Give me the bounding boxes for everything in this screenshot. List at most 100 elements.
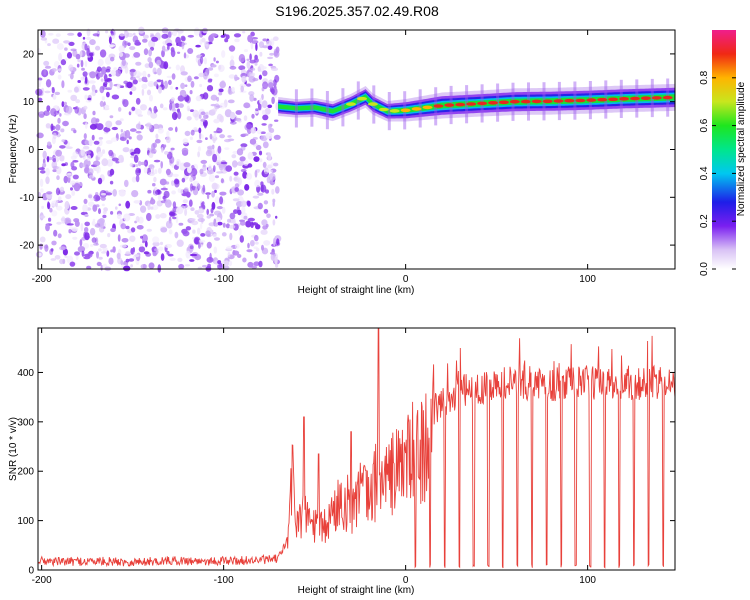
noise-blob	[101, 158, 109, 167]
noise-blob	[152, 142, 157, 148]
noise-blob	[243, 215, 248, 220]
noise-blob	[161, 45, 166, 52]
noise-blob	[146, 89, 152, 96]
noise-blob	[64, 58, 68, 61]
noise-blob	[254, 62, 258, 66]
noise-blob	[232, 150, 239, 155]
noise-blob	[111, 137, 118, 143]
noise-blob	[45, 123, 51, 129]
noise-blob	[229, 212, 236, 220]
noise-blob	[201, 37, 206, 43]
noise-blob	[258, 150, 263, 156]
noise-blob	[253, 156, 260, 163]
noise-blob	[199, 132, 202, 140]
noise-blob	[125, 258, 130, 263]
noise-blob	[168, 127, 174, 131]
noise-blob	[175, 158, 181, 167]
noise-blob	[246, 83, 252, 87]
noise-blob	[189, 109, 195, 112]
noise-blob	[252, 78, 259, 82]
noise-blob	[237, 254, 242, 258]
noise-blob	[172, 201, 177, 209]
noise-blob	[159, 241, 164, 246]
noise-blob	[206, 208, 209, 215]
noise-blob	[70, 94, 78, 102]
noise-blob	[214, 189, 217, 193]
noise-blob	[198, 114, 202, 119]
noise-blob	[199, 83, 203, 88]
noise-blob	[219, 115, 224, 123]
noise-blob	[234, 243, 240, 249]
noise-blob	[215, 60, 219, 64]
noise-blob	[97, 177, 103, 185]
noise-blob	[98, 72, 104, 78]
noise-blob	[52, 158, 57, 163]
noise-blob	[56, 205, 63, 211]
noise-blob	[208, 78, 213, 82]
noise-blob	[172, 29, 177, 37]
noise-blob	[61, 163, 66, 167]
noise-blob	[115, 206, 118, 210]
ridge-spike	[341, 88, 345, 127]
noise-blob	[144, 240, 148, 248]
noise-blob	[184, 204, 192, 210]
ridge-peak	[346, 102, 356, 106]
noise-blob	[165, 168, 171, 176]
noise-blob	[273, 162, 279, 167]
noise-blob	[148, 49, 153, 57]
noise-blob	[97, 139, 103, 147]
noise-blob	[159, 213, 167, 219]
noise-blob	[63, 40, 71, 44]
noise-blob	[275, 263, 279, 268]
noise-blob	[118, 203, 122, 207]
noise-blob	[261, 219, 268, 226]
x-tick-label: -100	[214, 575, 234, 586]
snr-frame	[38, 328, 675, 570]
noise-blob	[52, 94, 57, 100]
noise-blob	[123, 30, 129, 38]
noise-blob	[140, 205, 147, 213]
noise-blob	[212, 233, 217, 238]
noise-blob	[73, 182, 81, 192]
noise-blob	[152, 236, 160, 244]
noise-blob	[206, 241, 212, 249]
noise-blob	[68, 41, 75, 47]
ridge-peak	[455, 102, 466, 107]
ridge-spike	[356, 81, 360, 120]
noise-blob	[217, 260, 222, 265]
noise-blob	[54, 202, 58, 208]
noise-blob	[183, 187, 189, 192]
noise-blob	[214, 237, 220, 241]
noise-blob	[257, 66, 261, 72]
noise-blob	[275, 102, 279, 111]
noise-blob	[211, 201, 216, 210]
noise-blob	[51, 210, 58, 217]
noise-blob	[133, 52, 141, 58]
noise-blob	[217, 145, 222, 154]
noise-blob	[233, 175, 240, 183]
noise-blob	[146, 228, 152, 232]
noise-blob	[103, 207, 108, 212]
noise-blob	[200, 233, 206, 237]
noise-blob	[118, 107, 122, 112]
noise-blob	[39, 215, 46, 219]
noise-blob	[110, 211, 114, 215]
noise-blob	[122, 99, 129, 108]
noise-blob	[224, 109, 232, 118]
noise-blob	[185, 226, 192, 231]
noise-blob	[43, 60, 50, 66]
noise-blob	[181, 93, 188, 97]
noise-blob	[217, 221, 223, 226]
noise-blob	[267, 104, 273, 109]
noise-blob	[56, 43, 64, 50]
noise-blob	[135, 174, 140, 183]
noise-blob	[92, 33, 100, 37]
noise-blob	[203, 121, 207, 129]
ridge-peak	[509, 99, 520, 104]
noise-blob	[255, 42, 258, 52]
noise-blob	[168, 66, 172, 70]
noise-blob	[187, 166, 192, 174]
noise-blob	[99, 86, 105, 94]
noise-blob	[104, 56, 112, 65]
noise-blob	[259, 51, 263, 57]
